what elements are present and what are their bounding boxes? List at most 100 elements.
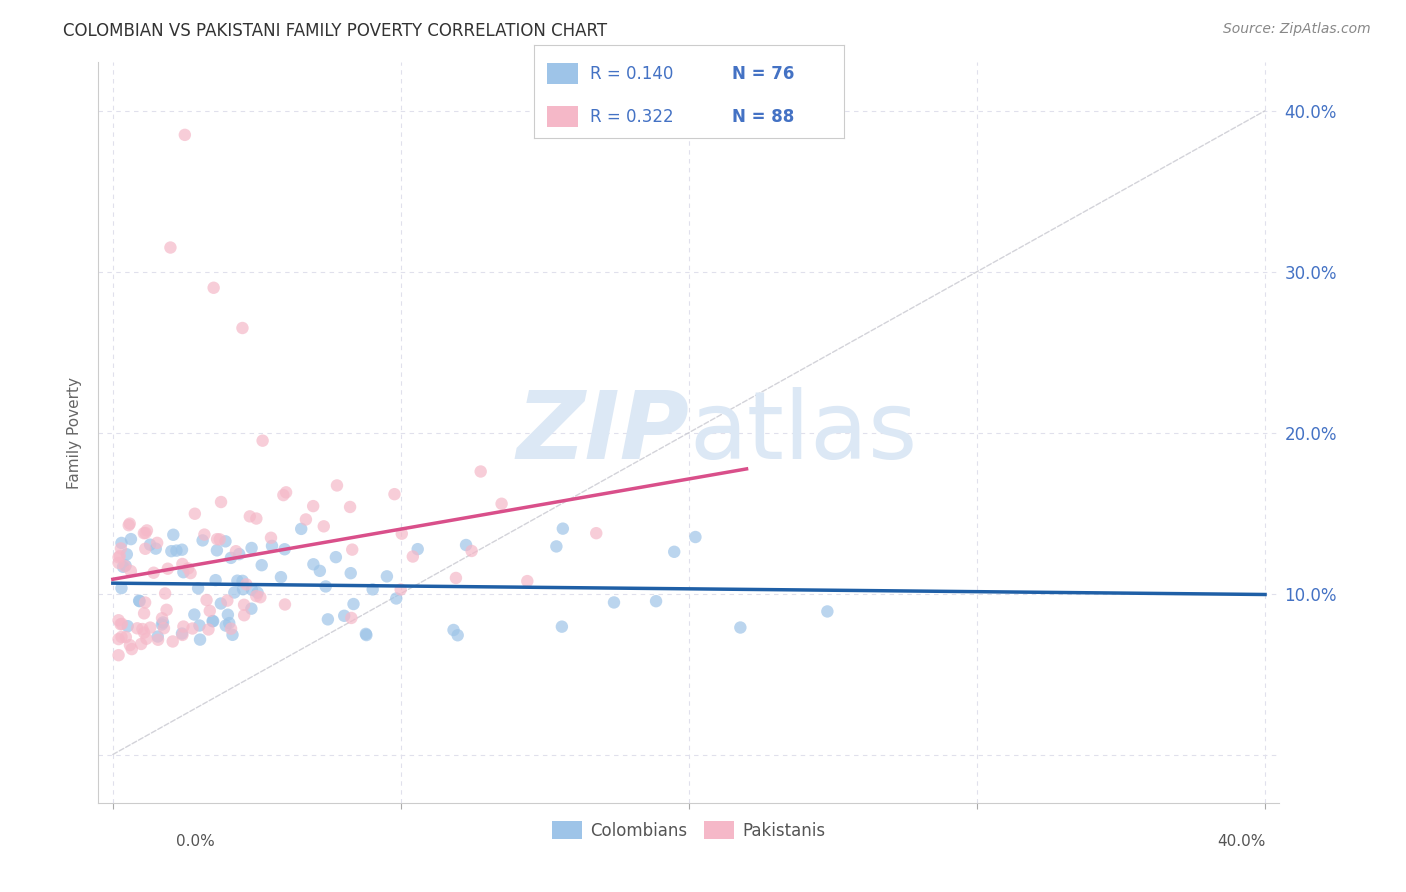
Point [240, 541, 263, 555]
Point [118, 638, 141, 652]
Point [107, 556, 129, 570]
Point [470, 465, 492, 479]
Point [201, 614, 224, 628]
Point [110, 541, 132, 556]
Point [228, 547, 250, 561]
Text: ZIP: ZIP [516, 386, 689, 479]
Point [134, 541, 156, 556]
Point [117, 619, 139, 633]
Point [443, 623, 465, 637]
Point [342, 597, 364, 611]
Point [120, 532, 142, 546]
Point [685, 530, 707, 544]
Point [159, 240, 181, 254]
Text: 40.0%: 40.0% [1218, 834, 1265, 849]
Legend: Colombians, Pakistanis: Colombians, Pakistanis [546, 814, 832, 847]
Point [127, 621, 149, 635]
Point [260, 539, 283, 553]
Point [219, 550, 242, 565]
Point [195, 593, 218, 607]
Point [274, 485, 297, 500]
Point [233, 598, 256, 612]
Point [585, 526, 607, 541]
Point [312, 519, 335, 533]
Point [188, 632, 211, 647]
Point [150, 611, 173, 625]
Point [139, 538, 162, 552]
Point [308, 564, 330, 578]
Point [354, 627, 377, 641]
Point [128, 593, 150, 607]
Point [339, 500, 361, 514]
Bar [547, 63, 578, 84]
Point [270, 570, 292, 584]
Point [153, 586, 176, 600]
Point [232, 574, 254, 588]
Point [460, 544, 482, 558]
Point [273, 542, 295, 557]
Point [205, 532, 228, 546]
Point [110, 630, 132, 644]
Point [249, 591, 271, 605]
Point [356, 628, 378, 642]
Point [160, 544, 183, 558]
Point [110, 581, 132, 595]
Point [146, 632, 169, 647]
Point [197, 623, 219, 637]
Point [384, 487, 406, 501]
Text: R = 0.140: R = 0.140 [591, 64, 673, 83]
Point [208, 533, 231, 547]
Point [551, 522, 574, 536]
Point [166, 543, 188, 558]
Point [107, 550, 129, 565]
Point [112, 559, 135, 574]
Point [162, 634, 184, 648]
Point [136, 524, 159, 538]
Point [131, 622, 153, 636]
Point [260, 531, 283, 545]
Point [239, 509, 262, 524]
Point [645, 594, 668, 608]
Point [240, 582, 263, 597]
Point [120, 564, 142, 578]
Point [491, 497, 513, 511]
Point [108, 549, 131, 563]
Text: N = 88: N = 88 [733, 108, 794, 126]
Point [204, 573, 226, 587]
Point [110, 617, 132, 632]
Point [205, 543, 228, 558]
Point [295, 512, 318, 526]
Point [156, 562, 179, 576]
Point [135, 632, 157, 646]
Point [132, 607, 155, 621]
Point [162, 527, 184, 541]
Point [391, 526, 413, 541]
Text: COLOMBIAN VS PAKISTANI FAMILY POVERTY CORRELATION CHART: COLOMBIAN VS PAKISTANI FAMILY POVERTY CO… [63, 22, 607, 40]
Point [121, 642, 143, 657]
Point [245, 511, 267, 525]
Point [173, 128, 195, 142]
Text: Source: ZipAtlas.com: Source: ZipAtlas.com [1223, 22, 1371, 37]
Point [177, 561, 200, 575]
Point [325, 550, 347, 565]
Point [389, 582, 412, 597]
Point [603, 595, 626, 609]
Point [315, 579, 337, 593]
Point [219, 622, 242, 636]
Point [302, 499, 325, 513]
Point [447, 628, 470, 642]
Point [444, 571, 467, 585]
Text: 0.0%: 0.0% [176, 834, 215, 849]
Point [224, 585, 246, 599]
Point [181, 622, 204, 636]
Point [183, 607, 205, 622]
Point [516, 574, 538, 588]
Point [274, 598, 297, 612]
Point [218, 616, 240, 631]
Point [198, 604, 221, 618]
Point [142, 566, 165, 580]
Point [146, 536, 169, 550]
Point [172, 557, 194, 571]
Point [551, 620, 574, 634]
Point [290, 522, 312, 536]
